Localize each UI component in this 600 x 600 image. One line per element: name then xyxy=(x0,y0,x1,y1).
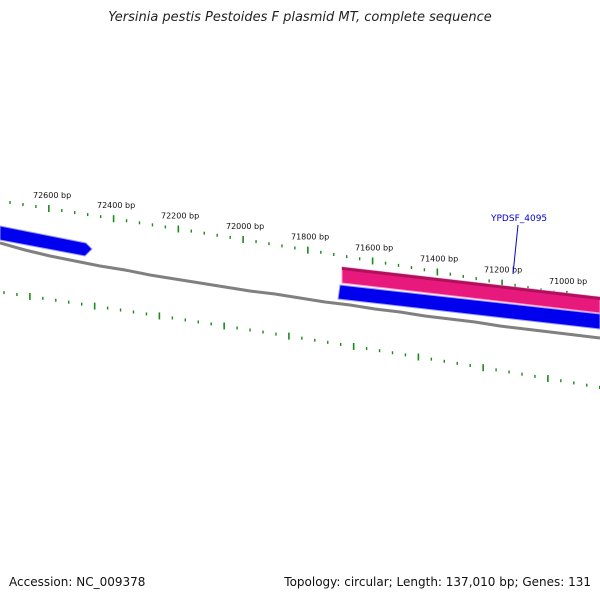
ruler-tick-label: 71600 bp xyxy=(355,243,393,252)
outer-ruler-ticks xyxy=(9,201,594,301)
inner-ruler-ticks xyxy=(3,291,600,389)
ruler-tick-label: 71400 bp xyxy=(420,254,458,263)
ruler-tick-label: 72400 bp xyxy=(97,201,135,210)
ruler-tick-label: 72000 bp xyxy=(226,222,264,231)
topology-summary: Topology: circular; Length: 137,010 bp; … xyxy=(284,575,591,589)
ruler-tick-label: 71000 bp xyxy=(549,277,587,286)
gene-label[interactable]: YPDSF_4095 xyxy=(490,214,547,224)
ruler-tick-label: 72600 bp xyxy=(33,191,71,200)
accession-label: Accession: NC_009378 xyxy=(9,575,146,589)
map-title: Yersinia pestis Pestoides F plasmid MT, … xyxy=(108,10,492,25)
plasmid-backbone xyxy=(0,241,600,340)
forward-gene-edge xyxy=(342,267,600,300)
ruler-tick-label: 72200 bp xyxy=(161,211,199,220)
ruler-tick-labels: 72600 bp 72400 bp 72200 bp 72000 bp 71800 bp… xyxy=(33,191,587,286)
gene-label-pointer xyxy=(512,224,519,275)
ruler-tick-label: 71200 bp xyxy=(484,265,522,274)
reverse-gene-left[interactable] xyxy=(0,225,93,257)
reverse-gene-right[interactable] xyxy=(337,284,600,330)
ruler-tick-label: 71800 bp xyxy=(291,233,329,242)
